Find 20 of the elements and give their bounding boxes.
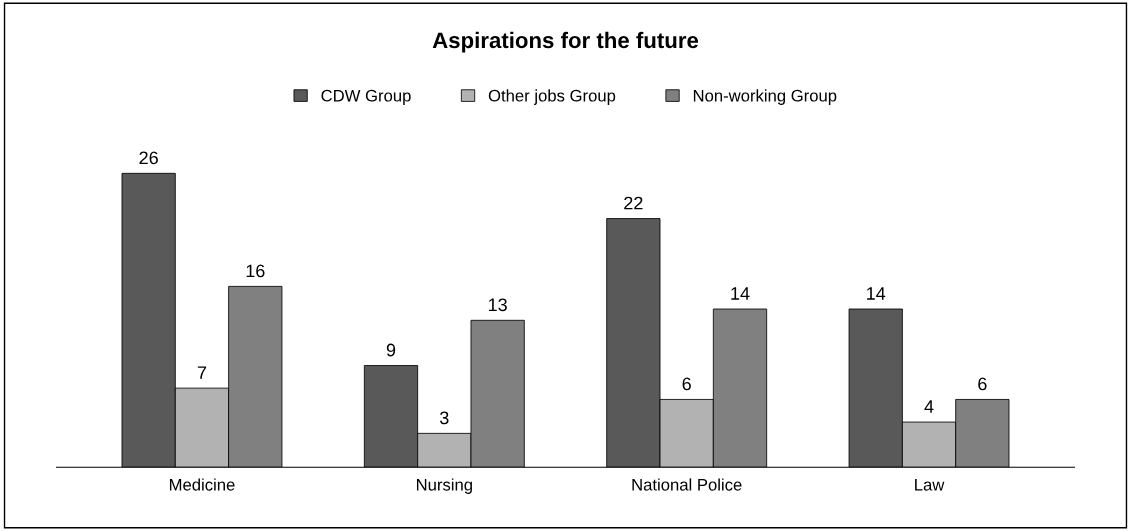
data-label: 22	[624, 196, 643, 210]
data-label: 3	[439, 411, 449, 425]
x-tick-label: Nursing	[416, 478, 472, 494]
legend-label: CDW Group	[321, 89, 411, 105]
data-label: 14	[731, 287, 750, 300]
data-label: 9	[386, 343, 396, 357]
data-label: 6	[682, 377, 691, 391]
data-label: 7	[197, 366, 207, 379]
data-label: 14	[867, 287, 886, 300]
x-tick-label: Medicine	[169, 478, 235, 491]
x-tick-label: National Police	[632, 478, 742, 491]
data-label: 26	[139, 151, 158, 165]
chart-title: Aspirations for the future	[432, 31, 699, 53]
data-label: 13	[488, 298, 507, 312]
data-label: 4	[924, 400, 934, 413]
legend-label: Other jobs Group	[488, 89, 616, 105]
x-tick-label: Law	[915, 479, 945, 491]
data-label: 6	[978, 377, 987, 391]
data-label: 16	[246, 264, 265, 278]
legend-label: Non-working Group	[693, 89, 837, 105]
